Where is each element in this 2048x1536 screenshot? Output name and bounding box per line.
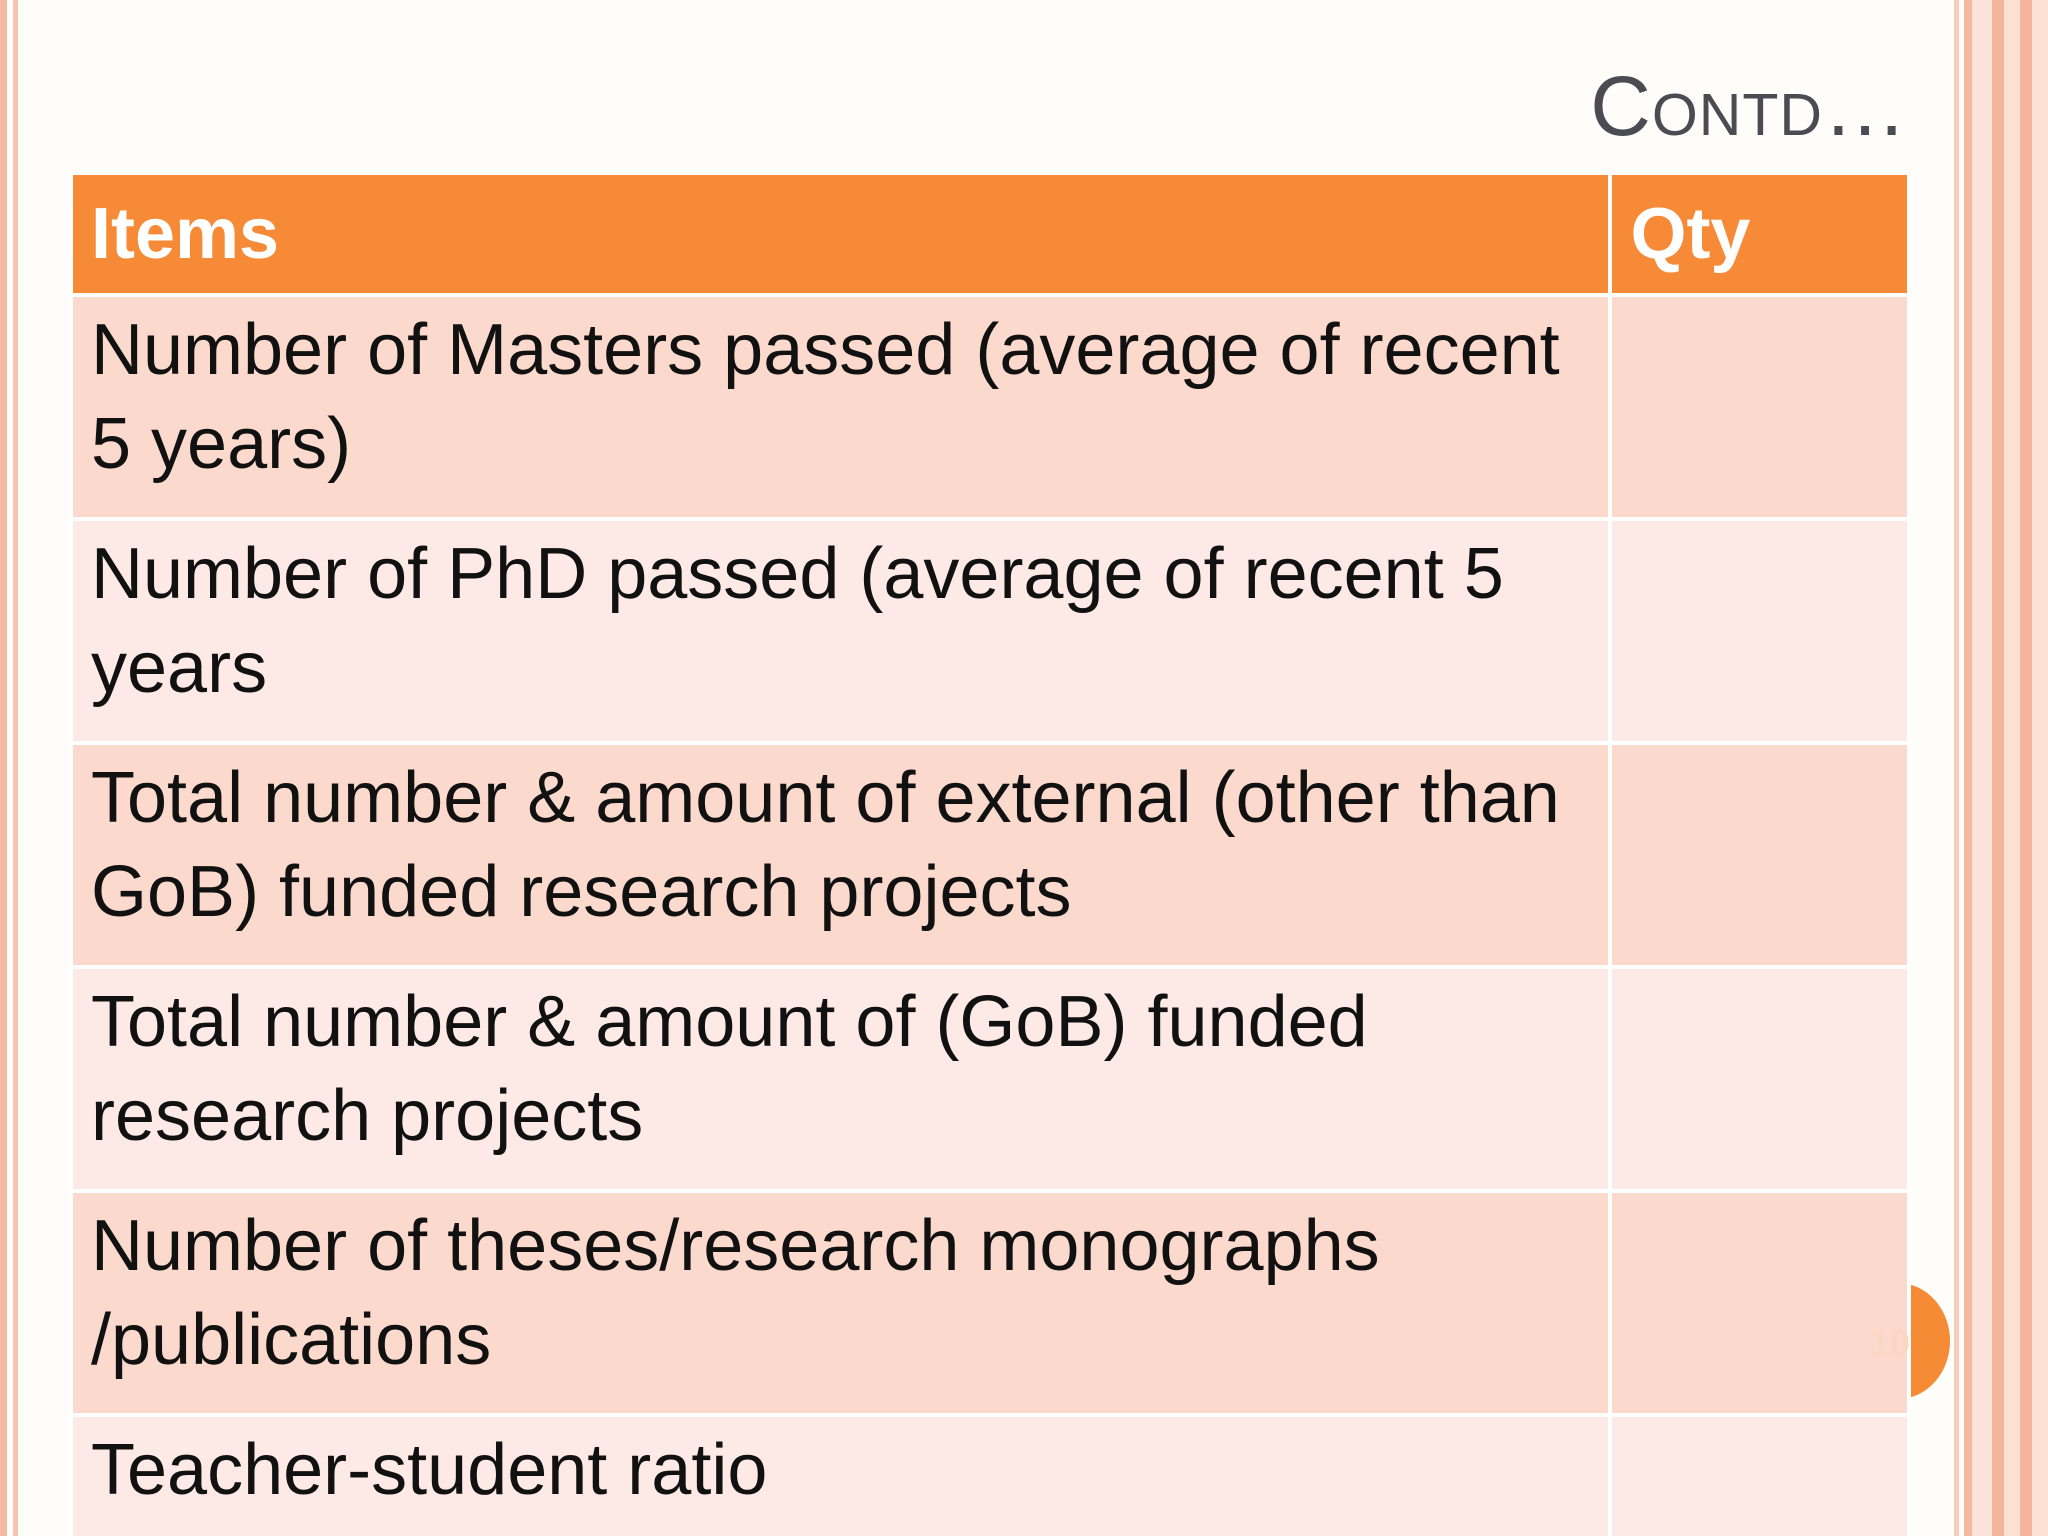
header-qty: Qty: [1608, 171, 1911, 297]
right-border-stripe: [2032, 0, 2048, 1536]
page-number: 10: [1870, 1322, 1911, 1363]
qty-cell: [1608, 965, 1911, 1193]
right-border-stripe: [1992, 0, 2004, 1536]
qty-cell: [1608, 517, 1911, 745]
left-border-stripe-inner: [13, 0, 18, 1536]
item-cell: Total number & amount of external (other…: [68, 741, 1613, 969]
item-cell: Teacher-student ratio: [68, 1413, 1613, 1536]
table-row: Number of Masters passed (average of rec…: [68, 293, 1911, 521]
qty-cell: [1608, 1189, 1911, 1417]
item-cell: Total number & amount of (GoB) funded re…: [68, 965, 1613, 1193]
right-border-stripe: [1964, 0, 1972, 1536]
qty-cell: [1608, 1413, 1911, 1536]
qty-cell: [1608, 741, 1911, 969]
table-row: Total number & amount of (GoB) funded re…: [68, 965, 1911, 1193]
table-row: Total number & amount of external (other…: [68, 741, 1911, 969]
item-cell: Number of Masters passed (average of rec…: [68, 293, 1613, 521]
table-row: Number of theses/research monographs /pu…: [68, 1189, 1911, 1417]
right-border-stripe: [2004, 0, 2020, 1536]
table-row: Number of PhD passed (average of recent …: [68, 517, 1911, 745]
qty-cell: [1608, 293, 1911, 521]
right-border-stripe: [2020, 0, 2032, 1536]
right-border-stripe: [1972, 0, 1992, 1536]
items-table: Items Qty Number of Masters passed (aver…: [68, 171, 1911, 1536]
slide-title: Contd…: [1590, 59, 1908, 153]
item-cell: Number of theses/research monographs /pu…: [68, 1189, 1613, 1417]
table-header-row: Items Qty: [68, 171, 1911, 297]
table-row: Teacher-student ratio: [68, 1413, 1911, 1536]
item-cell: Number of PhD passed (average of recent …: [68, 517, 1613, 745]
header-items: Items: [68, 171, 1613, 297]
left-border-stripe: [0, 0, 7, 1536]
right-border-stripe: [1954, 0, 1959, 1536]
